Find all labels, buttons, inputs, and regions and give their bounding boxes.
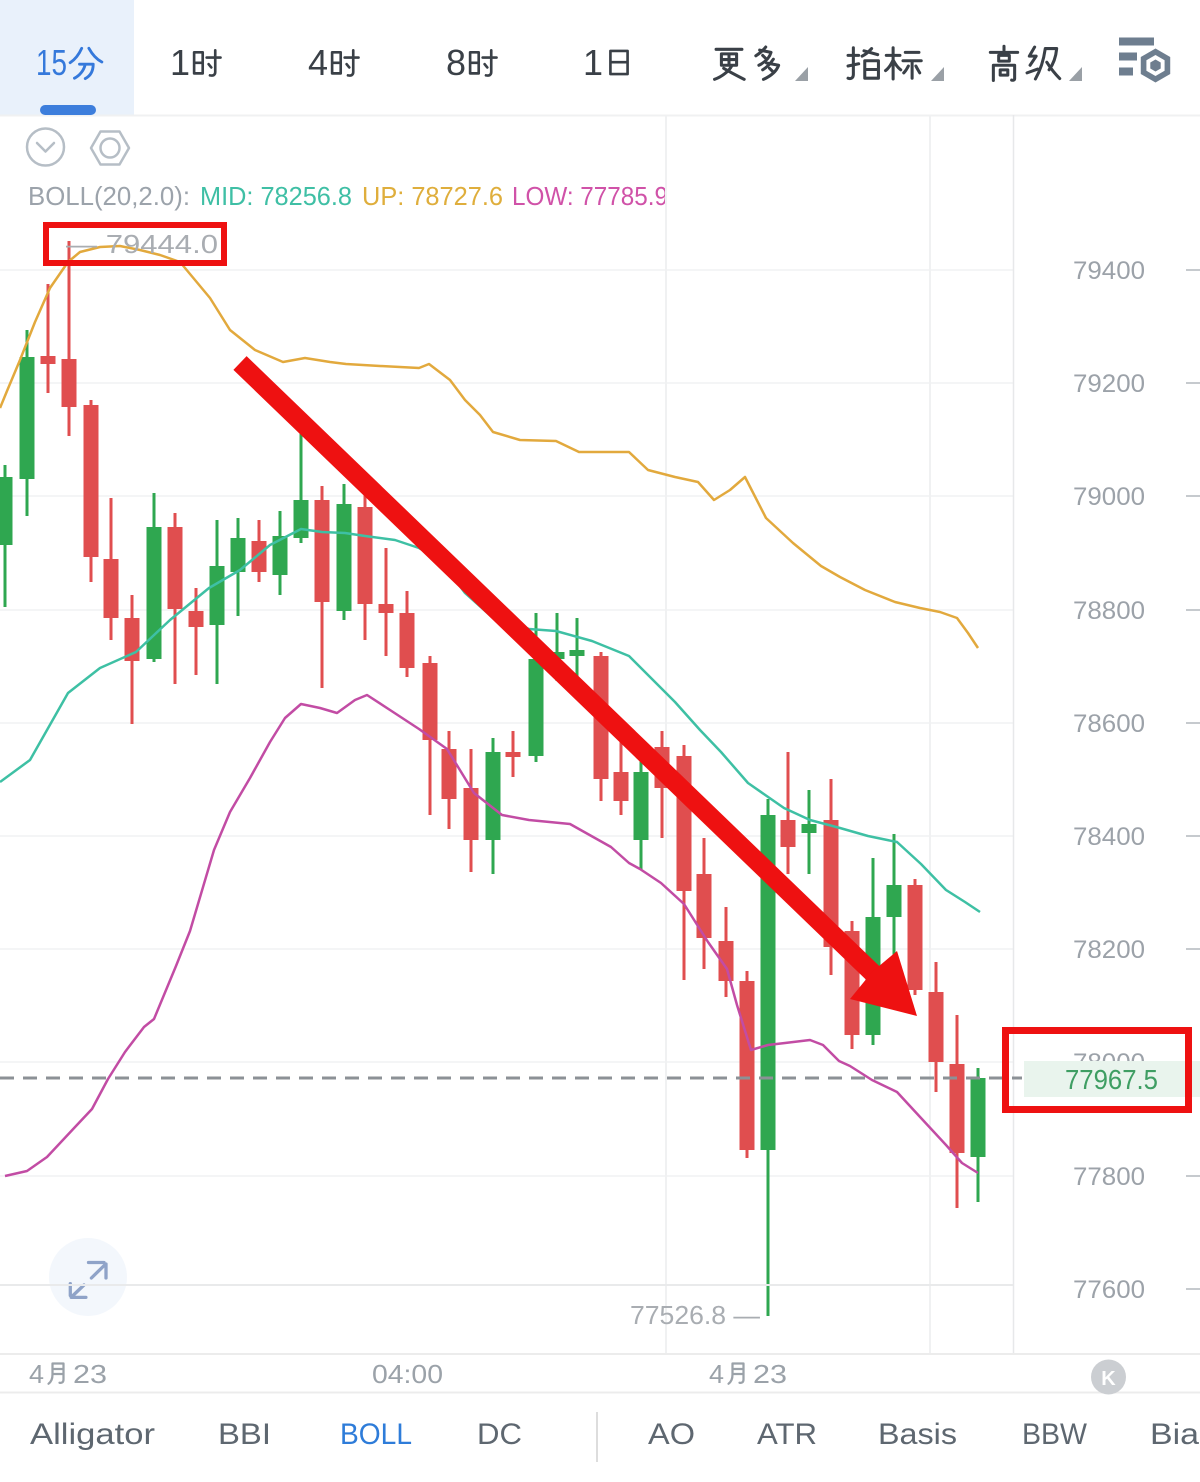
svg-text:23: 23 (753, 1359, 787, 1389)
svg-text:77967.5: 77967.5 (1065, 1064, 1158, 1095)
svg-text:77600: 77600 (1073, 1276, 1145, 1304)
svg-text:MID: 78256.8: MID: 78256.8 (200, 181, 352, 211)
svg-text:BOLL(20,2.0):: BOLL(20,2.0): (28, 181, 190, 211)
svg-text:77526.8 —: 77526.8 — (630, 1300, 760, 1330)
svg-text:8: 8 (446, 42, 466, 83)
svg-text:15: 15 (36, 42, 67, 83)
svg-text:Bias: Bias (1150, 1418, 1200, 1451)
svg-text:79200: 79200 (1073, 370, 1145, 398)
svg-text:4: 4 (709, 1359, 724, 1389)
svg-text:79400: 79400 (1073, 257, 1145, 285)
svg-text:04:00: 04:00 (372, 1359, 443, 1389)
svg-text:79000: 79000 (1073, 483, 1145, 511)
svg-text:78400: 78400 (1073, 823, 1145, 851)
svg-text:23: 23 (73, 1359, 107, 1389)
svg-text:— 79444.0: — 79444.0 (66, 229, 218, 259)
svg-text:77800: 77800 (1073, 1163, 1145, 1191)
svg-text:BBW: BBW (1022, 1418, 1088, 1451)
svg-text:4: 4 (29, 1359, 44, 1389)
svg-text:Alligator: Alligator (30, 1418, 155, 1451)
svg-text:1: 1 (583, 42, 603, 83)
svg-text:DC: DC (477, 1418, 522, 1451)
svg-text:UP: 78727.6: UP: 78727.6 (362, 181, 503, 211)
svg-text:78800: 78800 (1073, 597, 1145, 625)
svg-text:Basis: Basis (878, 1418, 957, 1451)
svg-text:78600: 78600 (1073, 710, 1145, 738)
svg-text:ATR: ATR (757, 1418, 817, 1451)
svg-text:78200: 78200 (1073, 936, 1145, 964)
svg-text:4: 4 (308, 42, 328, 83)
svg-text:1: 1 (170, 42, 190, 83)
svg-text:K: K (1101, 1368, 1116, 1390)
svg-text:LOW: 77785.9: LOW: 77785.9 (512, 181, 668, 211)
svg-text:AO: AO (648, 1418, 695, 1451)
svg-text:BBI: BBI (218, 1418, 271, 1451)
svg-text:BOLL: BOLL (340, 1418, 412, 1451)
